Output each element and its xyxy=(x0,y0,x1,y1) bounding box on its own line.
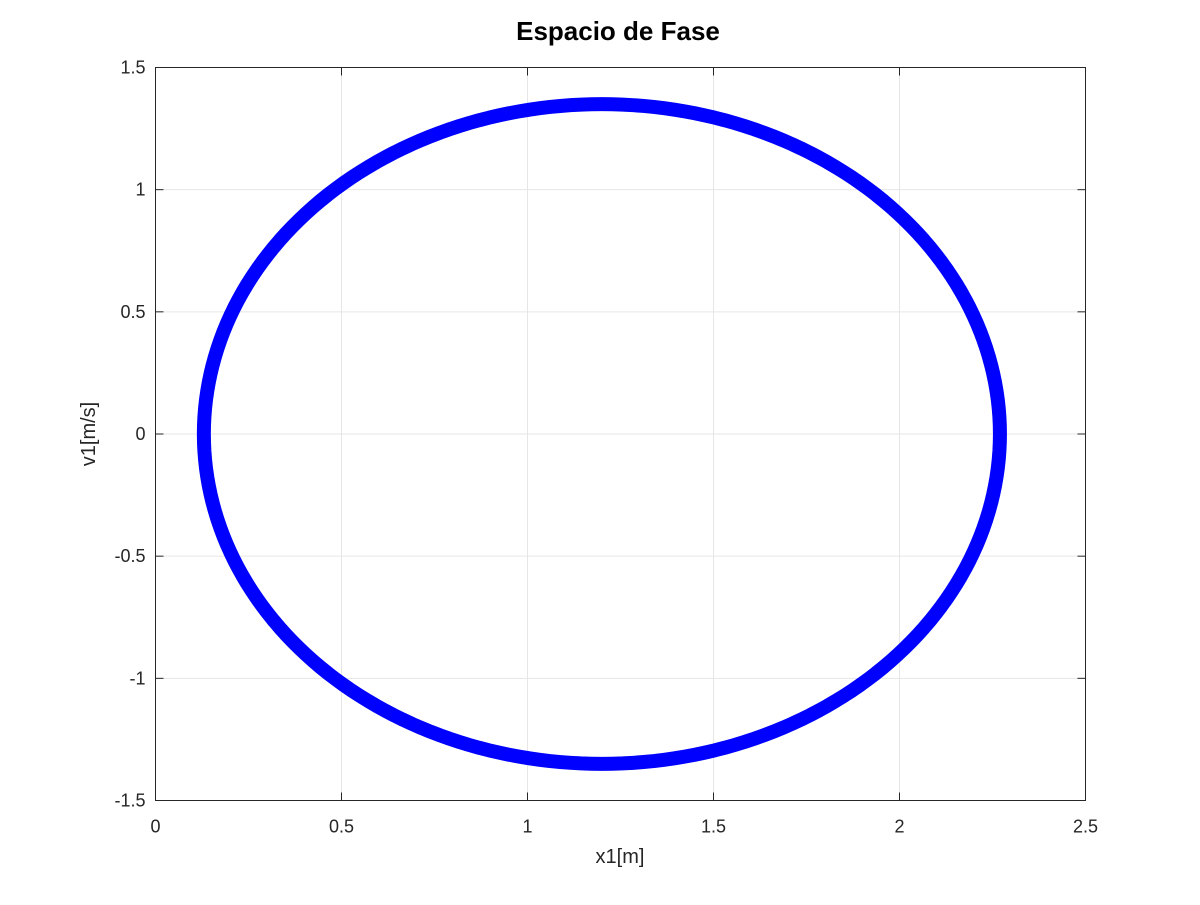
series-line-0 xyxy=(196,97,1007,771)
x-tick-label: 2.5 xyxy=(1073,817,1098,837)
ticks: 0 0.5 1 1.5 2 2.5 -1.5 -1 -0.5 0 0.5 1 1.5 xyxy=(114,58,1098,837)
y-tick-label: -1 xyxy=(129,668,145,688)
y-axis-label: v1[m/s] xyxy=(78,402,100,466)
y-tick-label: -0.5 xyxy=(114,546,145,566)
x-tick-label: 0.5 xyxy=(329,817,354,837)
y-tick-label: 1 xyxy=(135,180,145,200)
x-axis-label: x1[m] xyxy=(596,846,645,868)
x-tick-label: 2 xyxy=(894,817,904,837)
x-tick-label: 1.5 xyxy=(701,817,726,837)
series-layer xyxy=(196,97,1007,771)
y-tick-label: 0.5 xyxy=(120,302,145,322)
x-tick-label: 0 xyxy=(150,817,160,837)
y-tick-label: 1.5 xyxy=(120,58,145,78)
chart-title: Espacio de Fase xyxy=(516,16,720,46)
grid xyxy=(155,67,1086,801)
x-tick-label: 1 xyxy=(522,817,532,837)
y-tick-label: -1.5 xyxy=(114,791,145,811)
y-tick-label: 0 xyxy=(135,424,145,444)
